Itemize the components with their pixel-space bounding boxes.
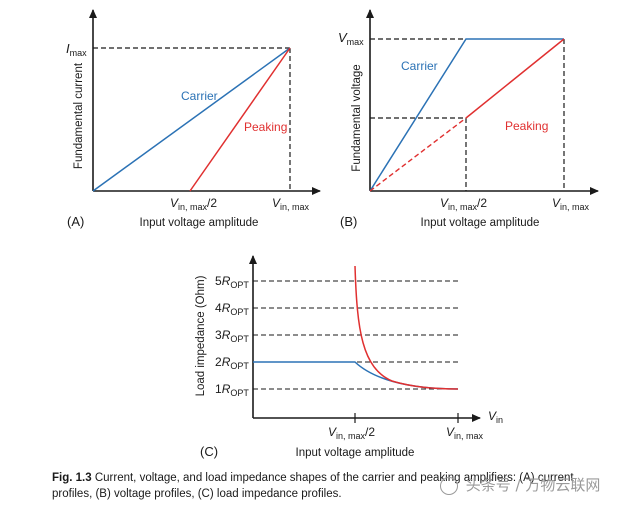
panel-c-carrier-curve xyxy=(253,361,459,390)
figure-caption: Fig. 1.3 Current, voltage, and load impe… xyxy=(52,470,632,502)
panel-c-x-axis-label: Vin xyxy=(488,409,503,425)
panel-c: 5ROPT 4ROPT 3ROPT 2ROPT 1ROPT Load imped… xyxy=(195,255,503,459)
panel-b-peaking-line xyxy=(465,38,565,119)
panel-a-peaking-label: Peaking xyxy=(244,120,287,134)
panel-c-xlabel: Input voltage amplitude xyxy=(296,447,415,459)
panel-b-ytick-vmax: Vmax xyxy=(338,30,364,47)
panel-a-ytick-imax: Imax xyxy=(66,41,87,58)
panel-b-carrier-line xyxy=(369,38,564,192)
panel-a-xlabel: Input voltage amplitude xyxy=(140,217,259,229)
panel-b-xtick-half: Vin, max/2 xyxy=(440,196,487,212)
watermark: 头条号 / 万物云联网 xyxy=(440,474,600,495)
panel-a-xtick-half: Vin, max/2 xyxy=(170,196,217,212)
panel-a-label: (A) xyxy=(67,214,84,229)
panel-c-yticks: 5ROPT 4ROPT 3ROPT 2ROPT 1ROPT xyxy=(215,274,249,398)
panel-b-carrier-label: Carrier xyxy=(401,59,438,73)
panel-b-xtick-full: Vin, max xyxy=(552,196,590,212)
panel-a-carrier-label: Carrier xyxy=(181,89,218,103)
panel-a-ylabel: Fundamental current xyxy=(73,62,85,169)
panel-a-xtick-full: Vin, max xyxy=(272,196,310,212)
panel-c-ytick-5: 5ROPT xyxy=(215,274,249,290)
panel-c-ytick-1: 1ROPT xyxy=(215,382,249,398)
panel-b-label: (B) xyxy=(340,214,357,229)
panel-c-peaking-curve xyxy=(354,265,459,390)
figure-caption-line2: profiles, (B) voltage profiles, (C) load… xyxy=(52,488,342,500)
panel-c-label: (C) xyxy=(200,444,218,459)
figure-caption-label: Fig. 1.3 xyxy=(52,472,92,484)
panel-c-xtick-full: Vin, max xyxy=(446,425,484,441)
panel-c-ytick-4: 4ROPT xyxy=(215,301,249,317)
panel-c-ytick-2: 2ROPT xyxy=(215,355,249,371)
watermark-text: 头条号 / 万物云联网 xyxy=(465,476,601,494)
panel-a-carrier-line xyxy=(92,47,291,192)
panel-a: Imax Fundamental current Vin, max/2 Vin,… xyxy=(66,9,321,229)
panel-b-peaking-label: Peaking xyxy=(505,119,548,133)
panel-a-peaking-line xyxy=(189,47,291,192)
panel-b-peaking-dashed xyxy=(369,117,467,192)
watermark-logo-icon xyxy=(440,476,458,495)
panel-c-ylabel: Load impedance (Ohm) xyxy=(195,275,207,396)
panel-b-ylabel: Fundamental voltage xyxy=(351,64,363,171)
panel-b: Vmax Fundamental voltage Vin, max/2 Vin,… xyxy=(338,9,599,229)
panel-c-ytick-3: 3ROPT xyxy=(215,328,249,344)
panel-c-xtick-half: Vin, max/2 xyxy=(328,425,375,441)
panel-b-xlabel: Input voltage amplitude xyxy=(421,217,540,229)
